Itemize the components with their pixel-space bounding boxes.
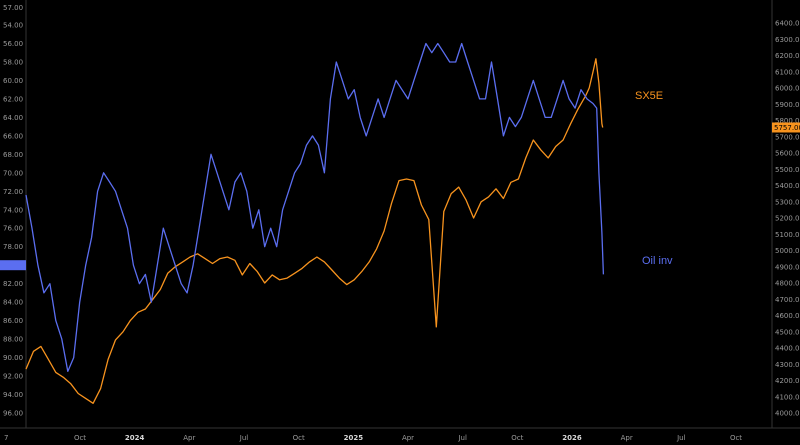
left-tick-label: 82.00 — [3, 280, 23, 288]
grid — [0, 0, 800, 429]
right-tick-label: 5700.00 — [775, 133, 800, 141]
left-tick-label: 76.00 — [3, 225, 23, 233]
x-tick-label: Apr — [183, 434, 195, 442]
right-tick-label: 5300.00 — [775, 198, 800, 206]
left-tick-label: 62.00 — [3, 95, 23, 103]
left-tick-label: 56.00 — [3, 40, 23, 48]
right-tick-label: 4400.00 — [775, 345, 800, 353]
right-tick-label: 4600.00 — [775, 312, 800, 320]
x-tick-label: 2024 — [125, 434, 145, 442]
x-tick-label: 2026 — [562, 434, 582, 442]
right-tick-label: 4900.00 — [775, 263, 800, 271]
right-tick-label: 4000.00 — [775, 410, 800, 418]
left-tick-label: 94.00 — [3, 391, 23, 399]
x-tick-label: Oct — [293, 434, 305, 442]
left-tick-label: 70.00 — [3, 169, 23, 177]
left-tick-label: 90.00 — [3, 354, 23, 362]
right-tick-label: 4300.00 — [775, 361, 800, 369]
last-value-badge-oil-inv — [0, 260, 26, 271]
right-tick-label: 4500.00 — [775, 328, 800, 336]
last-value-text-sx5e: 5757.00 — [774, 124, 800, 132]
left-tick-label: 54.00 — [3, 22, 23, 30]
left-tick-label: 92.00 — [3, 373, 23, 381]
right-tick-label: 6000.00 — [775, 85, 800, 93]
left-tick-label: 66.00 — [3, 132, 23, 140]
left-tick-label: 88.00 — [3, 336, 23, 344]
left-tick-label: 64.00 — [3, 114, 23, 122]
series-label-oil-inv: Oil inv — [642, 255, 673, 267]
right-tick-label: 5100.00 — [775, 231, 800, 239]
right-tick-label: 4100.00 — [775, 393, 800, 401]
x-tick-label: 2025 — [344, 434, 364, 442]
left-tick-label: 96.00 — [3, 410, 23, 418]
right-tick-label: 6300.00 — [775, 36, 800, 44]
x-axis: 7 Oct 2024 Apr Jul Oct 2025 Apr Jul Oct 2026 Apr Jul… — [4, 434, 742, 442]
right-tick-label: 6200.00 — [775, 52, 800, 60]
x-tick-label: Apr — [621, 434, 633, 442]
left-axis: 57.00 54.00 56.00 58.00 60.00 62.00 64.00 66.00… — [3, 4, 23, 418]
corner-label: 7 — [4, 434, 8, 442]
right-tick-label: 5800.00 — [775, 117, 800, 125]
x-tick-label: Oct — [74, 434, 86, 442]
right-tick-label: 6100.00 — [775, 68, 800, 76]
left-tick-label: 72.00 — [3, 188, 23, 196]
x-tick-label: Jul — [239, 434, 249, 442]
series-layer — [25, 42, 605, 404]
series-label-sx5e: SX5E — [635, 90, 663, 102]
right-tick-label: 4200.00 — [775, 377, 800, 385]
right-tick-label: 6400.00 — [775, 20, 800, 28]
series-line-oil-inv — [25, 42, 605, 373]
left-tick-label: 78.00 — [3, 243, 23, 251]
series-line-sx5e — [25, 58, 604, 404]
right-tick-label: 5000.00 — [775, 247, 800, 255]
left-tick-label: 58.00 — [3, 58, 23, 66]
right-tick-label: 5600.00 — [775, 150, 800, 158]
x-tick-label: Jul — [676, 434, 686, 442]
labels-layer: SX5E Oil inv 5757.00 — [0, 90, 800, 271]
left-tick-label: 74.00 — [3, 206, 23, 214]
last-value-badge-sx5e — [772, 122, 800, 133]
left-tick-label: 84.00 — [3, 299, 23, 307]
right-tick-label: 4800.00 — [775, 280, 800, 288]
x-tick-label: Jul — [457, 434, 467, 442]
right-tick-label: 5400.00 — [775, 182, 800, 190]
right-tick-label: 4700.00 — [775, 296, 800, 304]
right-axis: 4000.00 4100.00 4200.00 4300.00 4400.00 4500.… — [775, 20, 800, 418]
left-tick-label: 60.00 — [3, 77, 23, 85]
left-tick-label: 57.00 — [3, 4, 23, 12]
right-tick-label: 5500.00 — [775, 166, 800, 174]
x-tick-label: Oct — [511, 434, 523, 442]
x-tick-label: Oct — [730, 434, 742, 442]
left-tick-label: 86.00 — [3, 317, 23, 325]
right-tick-label: 5900.00 — [775, 101, 800, 109]
right-tick-label: 5200.00 — [775, 215, 800, 223]
left-tick-label: 68.00 — [3, 151, 23, 159]
x-tick-label: Apr — [402, 434, 414, 442]
